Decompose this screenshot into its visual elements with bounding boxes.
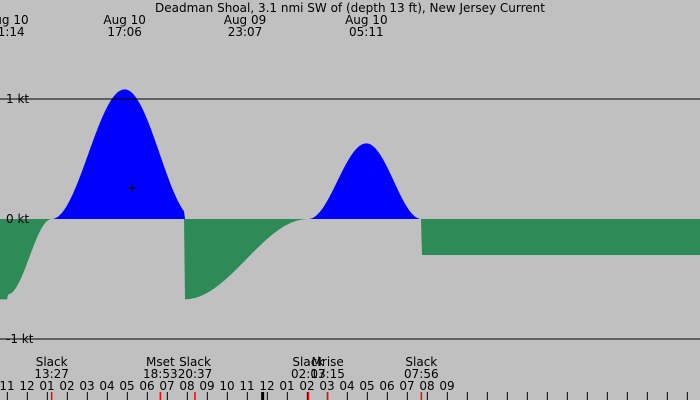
bottom-event-time: 02:17	[291, 367, 326, 381]
flood-area	[0, 89, 700, 220]
x-hour-label: 08	[179, 379, 194, 393]
x-hour-label: 09	[439, 379, 454, 393]
x-hour-label: 08	[419, 379, 434, 393]
x-hour-label: 09	[199, 379, 214, 393]
x-hour-label: 04	[339, 379, 354, 393]
x-axis: 11 12 01 02 03 04 05 06 07 08 09 10 11 12 01 02 03 04 05 06…	[0, 379, 688, 400]
x-hour-label: 06	[379, 379, 394, 393]
top-event-date: Aug 10	[345, 13, 388, 27]
x-hour-label: 06	[139, 379, 154, 393]
bottom-event-time: 18:53	[143, 367, 178, 381]
bottom-event-name: Slack	[405, 355, 437, 369]
bottom-event-time: 13:27	[34, 367, 69, 381]
bottom-event-time: 07:56	[404, 367, 439, 381]
x-hour-label: 11	[239, 379, 254, 393]
top-event-date: Aug 10	[0, 13, 29, 27]
current-time-marker	[128, 184, 136, 192]
x-hour-label: 04	[99, 379, 114, 393]
top-event-date: Aug 10	[103, 13, 146, 27]
x-hour-label: 07	[399, 379, 414, 393]
chart-title: Deadman Shoal, 3.1 nmi SW of (depth 13 f…	[155, 1, 545, 15]
x-hour-label: 12	[259, 379, 274, 393]
bottom-event-name: Slack	[292, 355, 324, 369]
bottom-event-labels: Slack02:17Mrise03:15Slack07:56Slack13:27…	[34, 355, 438, 381]
top-event-date: Aug 09	[224, 13, 267, 27]
bottom-event-name: Mrise	[312, 355, 344, 369]
top-event-time: 17:06	[107, 25, 142, 39]
x-hour-label: 03	[319, 379, 334, 393]
current-area-layer	[0, 89, 700, 300]
x-hour-label: 03	[79, 379, 94, 393]
x-hour-label: 02	[299, 379, 314, 393]
top-event-time: 23:07	[228, 25, 263, 39]
x-hour-label: 01	[279, 379, 294, 393]
x-hour-label: 07	[159, 379, 174, 393]
ebb-area	[0, 219, 700, 300]
x-hour-label: 11	[0, 379, 15, 393]
y-tick-label: 0 kt	[6, 212, 29, 226]
bottom-event-name: Slack	[36, 355, 68, 369]
bottom-event-time: 03:15	[310, 367, 345, 381]
x-hour-label: 10	[219, 379, 234, 393]
bottom-event-name: Mset	[146, 355, 175, 369]
y-tick-label: -1 kt	[6, 332, 34, 346]
y-grid: 1 kt 0 kt -1 kt	[0, 92, 700, 346]
x-hour-label: 01	[39, 379, 54, 393]
bottom-event-name: Slack	[179, 355, 211, 369]
top-event-time: 05:11	[349, 25, 384, 39]
x-hour-label: 12	[19, 379, 34, 393]
y-tick-label: 1 kt	[6, 92, 29, 106]
bottom-event-time: 20:37	[178, 367, 213, 381]
x-hour-label: 05	[119, 379, 134, 393]
top-event-time: 11:14	[0, 25, 25, 39]
x-hour-label: 05	[359, 379, 374, 393]
x-hour-label: 02	[59, 379, 74, 393]
